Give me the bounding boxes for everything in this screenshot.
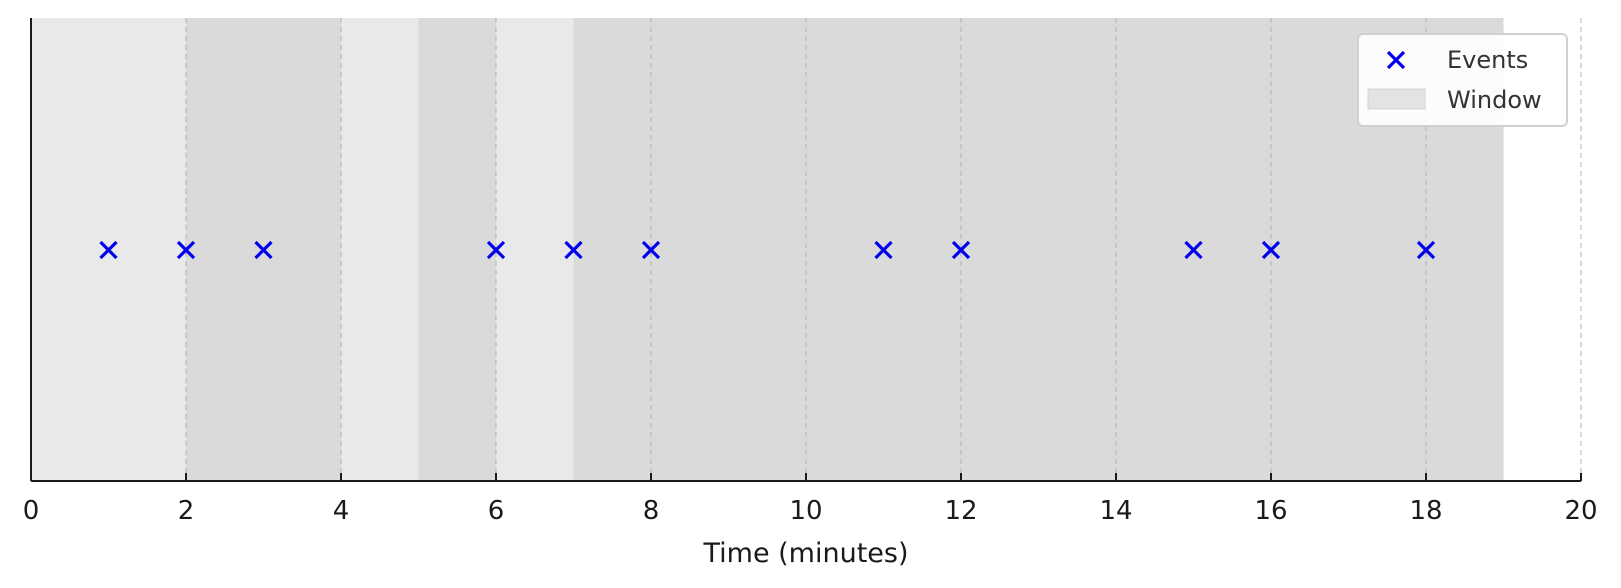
legend-window-label: Window — [1447, 86, 1542, 114]
x-tick-label: 12 — [944, 496, 977, 526]
x-tick-label: 18 — [1409, 496, 1442, 526]
x-tick-label: 4 — [333, 496, 350, 526]
x-tick-label: 0 — [23, 496, 40, 526]
event-marker — [99, 240, 118, 260]
legend-window-swatch — [1367, 88, 1426, 110]
x-tick-label: 20 — [1564, 496, 1597, 526]
x-tick-label: 10 — [789, 496, 822, 526]
event-marker — [641, 240, 661, 260]
event-marker — [254, 240, 273, 260]
event-marker — [1261, 240, 1281, 260]
event-markers — [99, 240, 1436, 260]
event-marker — [564, 240, 583, 260]
window-spans — [31, 18, 1504, 481]
event-marker — [176, 240, 196, 260]
window-span — [186, 18, 496, 481]
window-span — [883, 18, 1194, 481]
x-tick-label: 6 — [488, 496, 505, 526]
x-tick-label: 16 — [1254, 496, 1287, 526]
event-marker — [1416, 240, 1436, 260]
x-tick-label: 8 — [643, 496, 660, 526]
x-ticks: 0 2 4 6 8 10 12 14 16 18 20 — [23, 473, 1598, 526]
x-axis-label: Time (minutes) — [702, 538, 908, 569]
legend-events-marker-icon — [1386, 50, 1406, 70]
event-marker — [874, 240, 893, 260]
x-tick-label: 14 — [1099, 496, 1132, 526]
event-marker — [951, 240, 971, 260]
window-span — [573, 18, 884, 481]
x-tick-label: 2 — [178, 496, 195, 526]
event-marker — [486, 240, 506, 260]
event-marker — [1184, 240, 1203, 260]
legend: Events Window — [1357, 33, 1568, 127]
legend-events-label: Events — [1447, 46, 1528, 74]
